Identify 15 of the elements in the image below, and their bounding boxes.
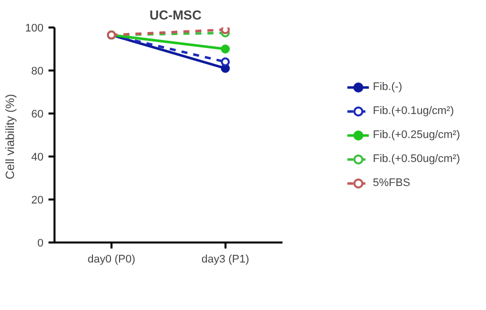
legend-label: Fib.(+0.1ug/cm²) [372, 104, 454, 116]
x-tick-label: day3 (P1) [201, 254, 250, 266]
legend-label: 5%FBS [372, 176, 410, 188]
y-tick-label: 80 [31, 66, 44, 78]
legend-label: Fib.(+0.50ug/cm²) [372, 152, 460, 164]
y-tick-label: 60 [31, 108, 44, 120]
y-axis-title: Cell viability (%) [3, 94, 18, 180]
legend-label: Fib.(+0.25ug/cm²) [372, 128, 460, 140]
y-tick-label: 100 [25, 22, 44, 34]
x-tick-label: day0 (P0) [88, 254, 136, 266]
y-tick-label: 0 [37, 238, 44, 250]
chart-title: UC-MSC [150, 8, 202, 22]
legend-label: Fib.(-) [372, 80, 402, 92]
y-tick-label: 20 [31, 194, 44, 206]
y-tick-label: 40 [31, 152, 44, 164]
